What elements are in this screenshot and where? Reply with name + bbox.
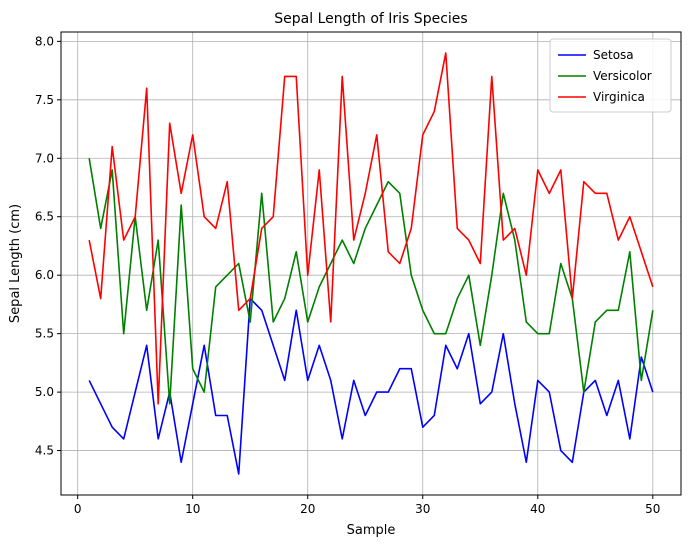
legend-label-virginica: Virginica [593, 90, 645, 104]
x-tick-label: 50 [645, 502, 660, 516]
series-line-versicolor [88, 158, 654, 405]
y-tick-label: 8.0 [35, 34, 54, 48]
series-line-setosa [88, 297, 654, 475]
x-tick-label: 30 [415, 502, 430, 516]
x-tick-label: 10 [185, 502, 200, 516]
series-line-virginica [88, 52, 654, 405]
y-tick-label: 6.0 [35, 268, 54, 282]
y-tick-label: 5.5 [35, 327, 54, 341]
y-tick-label: 7.0 [35, 151, 54, 165]
legend-label-setosa: Setosa [593, 48, 634, 62]
series-lines [88, 52, 654, 475]
chart-title: Sepal Length of Iris Species [274, 11, 467, 27]
y-axis-label: Sepal Length (cm) [8, 204, 23, 323]
y-tick-label: 4.5 [35, 444, 54, 458]
x-tick-label: 40 [530, 502, 545, 516]
legend: Setosa Versicolor Virginica [549, 38, 672, 113]
x-tick-label: 20 [300, 502, 315, 516]
y-tick-label: 6.5 [35, 210, 54, 224]
x-axis-label: Sample [347, 523, 396, 538]
plot-frame [60, 31, 682, 496]
legend-box [549, 38, 672, 113]
y-tick-label: 7.5 [35, 93, 54, 107]
x-axis-ticks: 0 10 20 30 40 50 [74, 495, 660, 516]
legend-label-versicolor: Versicolor [593, 69, 652, 83]
x-tick-label: 0 [74, 502, 82, 516]
y-axis-ticks: 4.5 5.0 5.5 6.0 6.5 7.0 7.5 8.0 [35, 34, 61, 458]
y-tick-label: 5.0 [35, 385, 54, 399]
